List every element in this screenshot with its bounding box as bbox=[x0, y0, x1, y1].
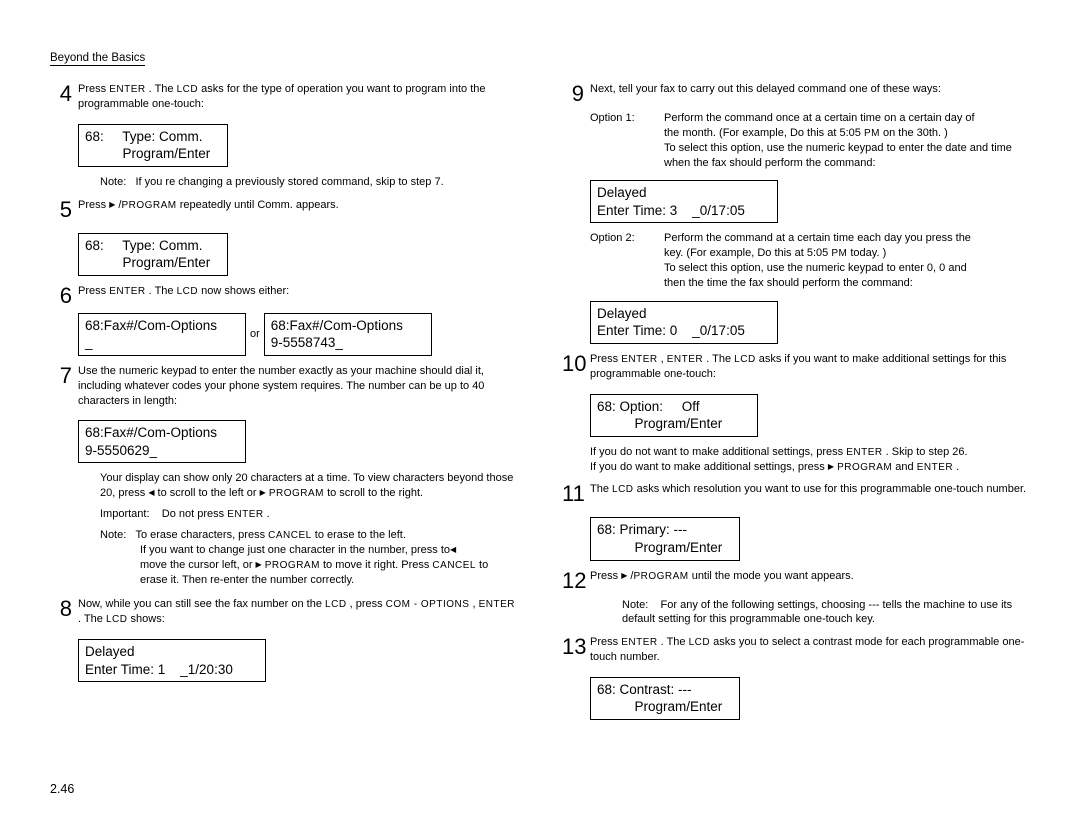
step-11: 11 The LCD asks which resolution you wan… bbox=[562, 482, 1030, 505]
play-right-icon bbox=[260, 487, 266, 499]
step-9: 9 Next, tell your fax to carry out this … bbox=[562, 82, 1030, 105]
step-text: Press ENTER . The LCD asks for the type … bbox=[78, 82, 518, 112]
left-column: 4 Press ENTER . The LCD asks for the typ… bbox=[50, 82, 518, 728]
step-text: Next, tell your fax to carry out this de… bbox=[590, 82, 1030, 105]
step-text: Now, while you can still see the fax num… bbox=[78, 597, 518, 627]
lcd-display-pair: 68:Fax#/Com-Options _ or 68:Fax#/Com-Opt… bbox=[78, 313, 518, 356]
step-13: 13 Press ENTER . The LCD asks you to sel… bbox=[562, 635, 1030, 665]
step-text: Press ENTER . The LCD asks you to select… bbox=[590, 635, 1030, 665]
step-7-important: Important: Do not press ENTER . bbox=[100, 507, 518, 522]
lcd-display: Delayed Enter Time: 0 _0/17:05 bbox=[590, 301, 778, 344]
step-8: 8 Now, while you can still see the fax n… bbox=[50, 597, 518, 627]
step-text: Press ENTER , ENTER . The LCD asks if yo… bbox=[590, 352, 1030, 382]
step-number: 5 bbox=[50, 198, 78, 221]
play-right-icon bbox=[828, 461, 834, 473]
step-number: 4 bbox=[50, 82, 78, 112]
step-text: Press /PROGRAM repeatedly until Comm. ap… bbox=[78, 198, 518, 221]
lcd-display: 68: Option: Off Program/Enter bbox=[590, 394, 758, 437]
step-12-note: Note: For any of the following settings,… bbox=[622, 598, 1030, 628]
step-10: 10 Press ENTER , ENTER . The LCD asks if… bbox=[562, 352, 1030, 382]
step-text: The LCD asks which resolution you want t… bbox=[590, 482, 1030, 505]
step-number: 6 bbox=[50, 284, 78, 307]
step-12: 12 Press /PROGRAM until the mode you wan… bbox=[562, 569, 1030, 592]
lcd-display: 68:Fax#/Com-Options 9-5550629_ bbox=[78, 420, 246, 463]
lcd-display: 68: Type: Comm. Program/Enter bbox=[78, 233, 228, 276]
step-7-note: Note: To erase characters, press CANCEL … bbox=[100, 528, 518, 587]
play-right-icon bbox=[621, 570, 627, 582]
step-text: Press /PROGRAM until the mode you want a… bbox=[590, 569, 1030, 592]
step-number: 7 bbox=[50, 364, 78, 409]
step-7-para: Your display can show only 20 characters… bbox=[100, 471, 518, 501]
step-number: 10 bbox=[562, 352, 590, 382]
step-4-note: Note: If you re changing a previously st… bbox=[100, 175, 518, 190]
lcd-display: Delayed Enter Time: 3 _0/17:05 bbox=[590, 180, 778, 223]
step-text: Press ENTER . The LCD now shows either: bbox=[78, 284, 518, 307]
lcd-display: 68: Primary: --- Program/Enter bbox=[590, 517, 740, 560]
lcd-display: 68:Fax#/Com-Options 9-5558743_ bbox=[264, 313, 432, 356]
step-text: Use the numeric keypad to enter the numb… bbox=[78, 364, 518, 409]
step-7: 7 Use the numeric keypad to enter the nu… bbox=[50, 364, 518, 409]
step-number: 9 bbox=[562, 82, 590, 105]
content-columns: 4 Press ENTER . The LCD asks for the typ… bbox=[50, 82, 1030, 728]
lcd-display: 68:Fax#/Com-Options _ bbox=[78, 313, 246, 356]
lcd-display: Delayed Enter Time: 1 _1/20:30 bbox=[78, 639, 266, 682]
step-number: 11 bbox=[562, 482, 590, 505]
right-column: 9 Next, tell your fax to carry out this … bbox=[562, 82, 1030, 728]
step-number: 13 bbox=[562, 635, 590, 665]
step-number: 12 bbox=[562, 569, 590, 592]
option-2: Option 2: Perform the command at a certa… bbox=[590, 231, 1030, 290]
play-right-icon bbox=[256, 559, 262, 571]
play-right-icon bbox=[109, 199, 115, 211]
step-4: 4 Press ENTER . The LCD asks for the typ… bbox=[50, 82, 518, 112]
step-5: 5 Press /PROGRAM repeatedly until Comm. … bbox=[50, 198, 518, 221]
lcd-display: 68: Contrast: --- Program/Enter bbox=[590, 677, 740, 720]
step-10-after: If you do not want to make additional se… bbox=[590, 445, 1030, 475]
step-6: 6 Press ENTER . The LCD now shows either… bbox=[50, 284, 518, 307]
lcd-display: 68: Type: Comm. Program/Enter bbox=[78, 124, 228, 167]
step-number: 8 bbox=[50, 597, 78, 627]
or-label: or bbox=[250, 328, 260, 340]
play-left-icon bbox=[450, 544, 456, 556]
option-1: Option 1: Perform the command once at a … bbox=[590, 111, 1030, 170]
page-number: 2.46 bbox=[50, 782, 74, 796]
page-header: Beyond the Basics bbox=[50, 52, 145, 66]
